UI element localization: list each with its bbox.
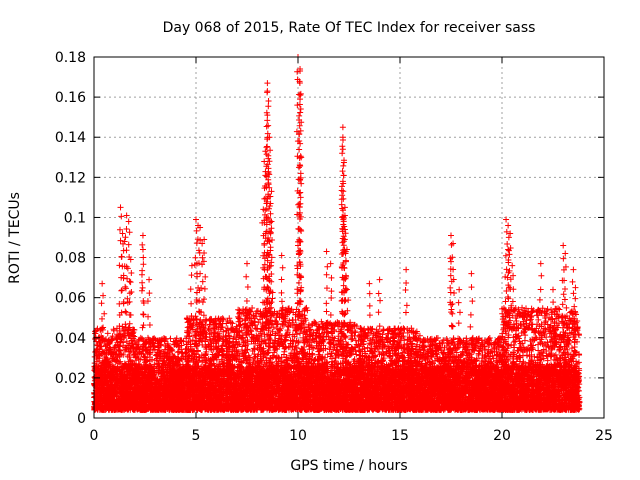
data-point — [104, 330, 111, 337]
data-points — [91, 54, 583, 413]
x-axis-label: GPS time / hours — [290, 458, 407, 474]
data-point — [110, 326, 117, 333]
y-axis-label: ROTI / TECUs — [7, 192, 23, 284]
data-point — [129, 343, 136, 350]
data-point — [114, 331, 121, 338]
chart-title: Day 068 of 2015, Rate Of TEC Index for r… — [163, 20, 536, 36]
data-point — [167, 335, 174, 342]
data-point — [219, 342, 226, 349]
data-point — [223, 320, 230, 327]
